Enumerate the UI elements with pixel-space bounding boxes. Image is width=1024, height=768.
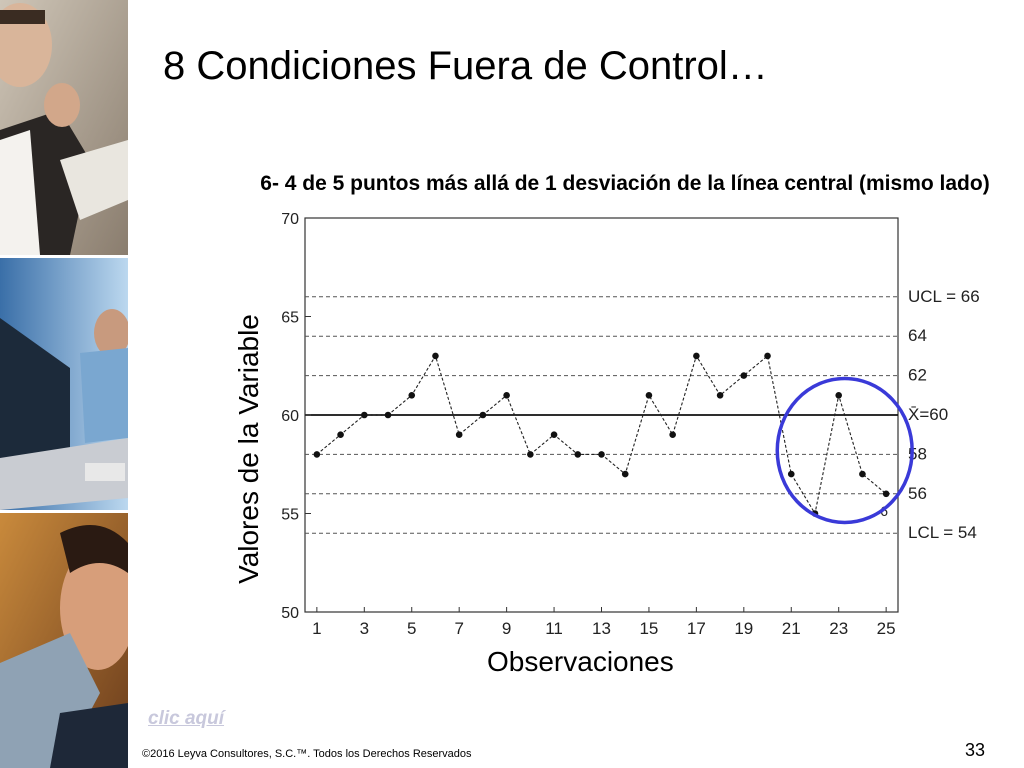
data-point-10 xyxy=(527,451,534,458)
page-number: 33 xyxy=(965,740,986,760)
x-tick-label-4: 9 xyxy=(502,619,511,638)
click-here-link[interactable]: clic aquí xyxy=(148,708,225,729)
reference-label-0: UCL = 66 xyxy=(908,287,980,306)
x-tick-label-5: 11 xyxy=(545,619,563,638)
data-point-9 xyxy=(503,392,510,399)
y-tick-label-1: 55 xyxy=(281,507,299,524)
data-point-14 xyxy=(621,470,629,478)
y-tick-label-3: 65 xyxy=(281,310,299,327)
x-tick-label-10: 21 xyxy=(782,619,801,638)
x-tick-label-9: 19 xyxy=(734,619,753,638)
x-tick-label-11: 23 xyxy=(829,619,848,638)
x-tick-label-1: 3 xyxy=(360,619,369,638)
reference-label-5: 56 xyxy=(908,484,927,503)
highlight-circle xyxy=(775,376,914,525)
y-tick-label-4: 70 xyxy=(281,211,299,228)
data-point-15 xyxy=(645,392,653,399)
data-point-13 xyxy=(598,451,605,458)
x-tick-label-3: 7 xyxy=(454,619,463,638)
data-point-19 xyxy=(740,372,748,379)
x-tick-label-0: 1 xyxy=(312,619,321,638)
reference-label-1: 64 xyxy=(908,326,927,345)
photo-man-laptop xyxy=(0,258,128,510)
x-tick-label-8: 17 xyxy=(687,619,706,638)
data-point-8 xyxy=(479,411,487,419)
data-point-23 xyxy=(835,392,842,399)
slide-title: 8 Condiciones Fuera de Control… xyxy=(163,44,768,88)
data-point-20 xyxy=(764,352,771,360)
data-point-11 xyxy=(550,431,558,438)
y-axis-label: Valores de la Variable xyxy=(233,314,264,584)
reference-label-3: X̄=60 xyxy=(908,405,948,424)
reference-label-6: LCL = 54 xyxy=(908,523,977,542)
data-point-12 xyxy=(574,451,582,458)
x-tick-label-12: 25 xyxy=(877,619,896,638)
data-point-2 xyxy=(337,431,344,438)
data-point-25 xyxy=(882,490,890,498)
photo-man-phone xyxy=(0,513,128,768)
data-point-5 xyxy=(408,392,416,399)
x-axis-label: Observaciones xyxy=(487,646,674,677)
y-tick-label-2: 60 xyxy=(281,408,299,425)
data-point-1 xyxy=(313,451,321,458)
chart-title: 6- 4 de 5 puntos más allá de 1 desviació… xyxy=(260,172,990,195)
data-point-16 xyxy=(669,431,676,438)
y-tick-label-0: 50 xyxy=(281,605,299,622)
photo-strip xyxy=(0,0,128,768)
x-tick-label-6: 13 xyxy=(592,619,611,638)
data-point-6 xyxy=(432,352,439,360)
control-chart: UCL = 66 64 62 X̄=60 58 56 LCL = 54 50 55 60 65 70 1… xyxy=(270,190,1010,650)
copyright-notice: ©2016 Leyva Consultores, S.C.™. Todos lo… xyxy=(142,748,472,760)
series-line xyxy=(316,354,887,515)
x-tick-label-2: 5 xyxy=(407,619,416,638)
data-point-7 xyxy=(455,431,463,438)
data-point-18 xyxy=(716,392,724,399)
data-point-21 xyxy=(787,470,795,478)
data-point-17 xyxy=(693,352,700,360)
data-point-4 xyxy=(384,411,392,419)
photo-man-reading xyxy=(0,0,128,255)
x-tick-label-7: 15 xyxy=(639,619,658,638)
data-point-24 xyxy=(859,470,866,478)
data-point-3 xyxy=(361,411,368,419)
reference-label-2: 62 xyxy=(908,366,927,385)
